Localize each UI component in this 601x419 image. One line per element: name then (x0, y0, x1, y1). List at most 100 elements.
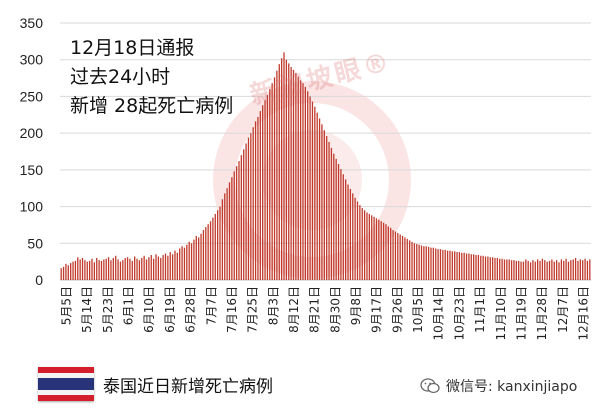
bar (155, 254, 157, 280)
bar (72, 261, 74, 280)
bar (577, 260, 579, 280)
bar (292, 69, 295, 281)
bar (444, 249, 446, 280)
bar (522, 261, 525, 280)
y-tick-label: 350 (20, 15, 44, 31)
bar (494, 257, 496, 280)
y-tick-label: 50 (27, 235, 43, 251)
bar (209, 221, 212, 280)
bar (122, 260, 124, 280)
annotation-date: 12月18日通报 (70, 37, 195, 59)
bar (96, 257, 98, 280)
bar (62, 266, 65, 280)
bar (259, 111, 261, 280)
bar (572, 259, 574, 280)
bar (100, 260, 103, 280)
bar (342, 174, 344, 280)
x-tick-label: 11月10日 (494, 286, 508, 341)
bar (307, 91, 309, 280)
bar (195, 235, 197, 280)
bar (489, 257, 491, 280)
x-tick-label: 6月28日 (184, 286, 198, 333)
bar (202, 230, 205, 280)
bar (129, 258, 131, 280)
bar (558, 262, 560, 280)
bar (551, 259, 553, 280)
bar (582, 260, 584, 280)
bar (487, 256, 489, 280)
bar (169, 252, 171, 280)
y-tick-label: 300 (20, 52, 44, 68)
bar (280, 58, 283, 280)
bar (112, 257, 114, 280)
bar (399, 234, 401, 280)
bar (179, 248, 181, 280)
bar (475, 255, 477, 280)
x-tick-label: 7月16日 (225, 286, 239, 333)
bar (271, 83, 273, 281)
bar (224, 193, 226, 280)
bar (518, 260, 520, 280)
wechat-footer: 微信号: kanxinjiapo (420, 376, 577, 396)
bar (513, 260, 515, 280)
bar (439, 249, 442, 280)
bar (335, 158, 337, 280)
bar (321, 124, 323, 280)
wechat-icon (420, 378, 440, 394)
annotation-new-deaths: 新增 28起死亡病例 (70, 95, 234, 117)
bar (361, 208, 363, 280)
bar (216, 210, 219, 280)
bar (390, 227, 392, 280)
bar (171, 254, 174, 280)
bar (423, 246, 425, 280)
bar (157, 256, 160, 280)
bar (458, 252, 461, 280)
bar (219, 206, 221, 280)
x-tick-label: 11月19日 (515, 286, 529, 341)
bar (366, 212, 368, 280)
bar (413, 243, 416, 280)
bar (555, 260, 558, 280)
bar (537, 259, 539, 280)
bar (501, 258, 503, 280)
bar (503, 259, 506, 280)
bar (477, 255, 480, 280)
annotation-period: 过去24小时 (70, 66, 171, 88)
x-tick-label: 7月7日 (204, 286, 218, 325)
bar (138, 260, 141, 280)
x-tick-label: 5月23日 (101, 286, 115, 333)
bar (506, 259, 508, 280)
x-tick-label: 9月17日 (370, 286, 384, 333)
x-tick-label: 8月30日 (328, 286, 342, 333)
bar (579, 259, 581, 280)
bar (136, 258, 138, 280)
bar (254, 121, 257, 280)
x-tick-label: 5月14日 (80, 286, 94, 333)
bar (363, 210, 366, 280)
bar (266, 94, 269, 281)
bar (328, 141, 330, 280)
bar (148, 257, 150, 280)
bar (245, 143, 247, 280)
bar (107, 257, 110, 280)
bar (534, 261, 536, 280)
bar (482, 255, 484, 280)
bar (164, 253, 167, 280)
bar (207, 224, 209, 280)
bar (432, 247, 435, 280)
bar (297, 76, 299, 280)
bar (463, 252, 465, 280)
bar (333, 153, 335, 280)
bar (103, 259, 105, 280)
bar (186, 244, 188, 280)
x-tick-label: 8月3日 (266, 286, 280, 325)
bar (378, 219, 380, 280)
x-tick-label: 10月23日 (452, 286, 466, 341)
x-tick-label: 5月5日 (60, 286, 74, 325)
bar (126, 257, 129, 280)
bar (411, 241, 413, 280)
bar (484, 256, 487, 280)
bar (74, 260, 77, 280)
bar (316, 112, 318, 280)
bar (465, 253, 468, 280)
